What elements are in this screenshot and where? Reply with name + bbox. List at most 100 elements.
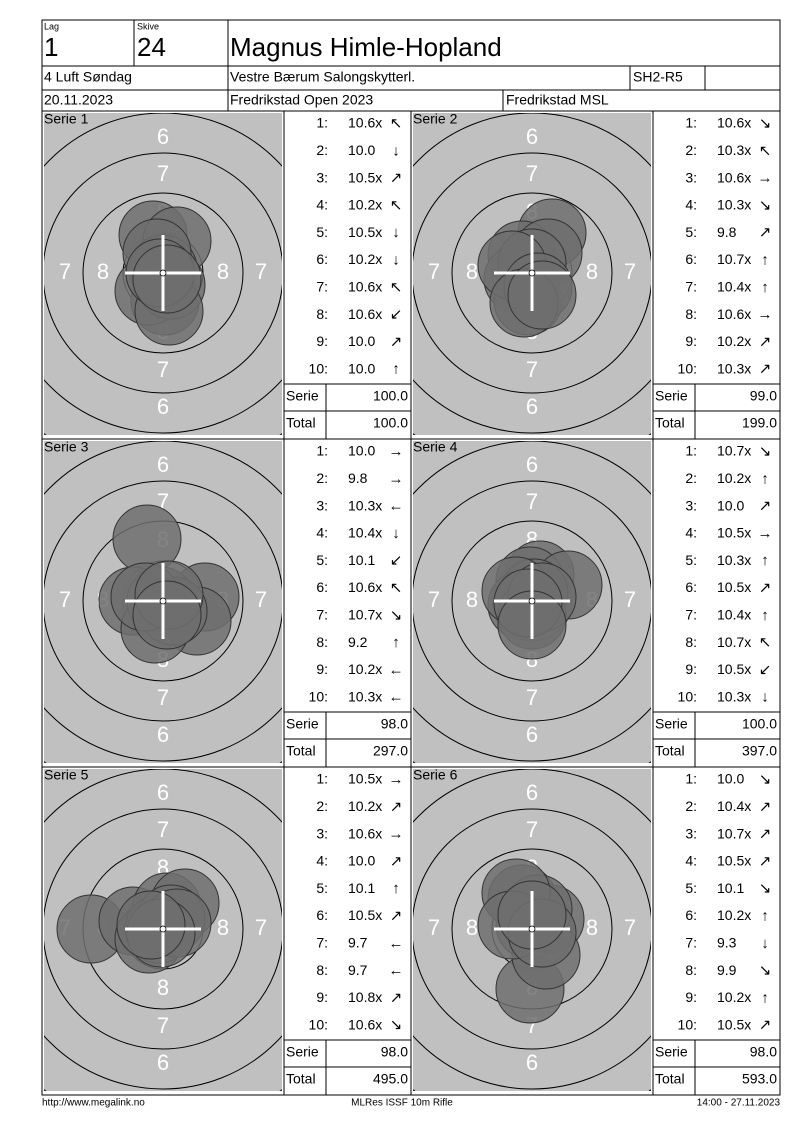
- total-label: Total: [655, 1071, 685, 1087]
- shot-score: 10.2x: [348, 251, 382, 267]
- shot-score: 10.6x: [717, 115, 751, 131]
- event: 4 Luft Søndag: [44, 69, 132, 85]
- shot-direction: ↓: [761, 935, 769, 952]
- shot-score: 9.8: [348, 470, 368, 486]
- ring-label: 7: [157, 817, 169, 842]
- shot-direction: ←: [389, 498, 404, 515]
- serie-label: Serie: [655, 716, 688, 732]
- shot-number: 1:: [316, 443, 328, 459]
- shot-direction: →: [758, 170, 773, 187]
- series-block: 6677778888Serie 61:10.0↘2:10.4x↗3:10.7x↗…: [410, 766, 781, 1096]
- shot-score: 10.5x: [348, 771, 382, 787]
- shot-number: 1:: [685, 771, 697, 787]
- shot-score: 10.5x: [348, 169, 382, 185]
- shot-number: 7:: [316, 935, 328, 951]
- ring: [44, 808, 282, 1050]
- shot-direction: ↘: [759, 880, 772, 897]
- ring-label: 6: [526, 124, 538, 149]
- shot-direction: ↓: [392, 525, 400, 542]
- total-score: 297.0: [373, 743, 408, 759]
- shot-direction: ↗: [759, 1017, 772, 1034]
- ring-label: 8: [157, 975, 169, 1000]
- shot-score: 10.4x: [717, 798, 751, 814]
- ring: [451, 192, 613, 354]
- shot-direction: ↗: [390, 907, 403, 924]
- ring-label: 6: [157, 452, 169, 477]
- shot-score: 10.3x: [717, 197, 751, 213]
- shot-direction: ↗: [390, 170, 403, 187]
- ring: [82, 192, 244, 354]
- shot-score: 10.6x: [348, 306, 382, 322]
- shot-number: 3:: [316, 825, 328, 841]
- shot-number: 8:: [685, 634, 697, 650]
- total-label: Total: [286, 1071, 316, 1087]
- shot-number: 5:: [316, 224, 328, 240]
- shot-number: 3:: [316, 169, 328, 185]
- ring-label: 7: [526, 685, 538, 710]
- shot-score: 10.4x: [717, 279, 751, 295]
- shot-number: 4:: [685, 197, 697, 213]
- center-dot: [528, 925, 536, 933]
- ring-label: 7: [59, 259, 71, 284]
- shot-number: 10:: [678, 1016, 697, 1032]
- shot-score: 10.6x: [348, 825, 382, 841]
- shot-number: 5:: [685, 224, 697, 240]
- shot-score: 10.0: [348, 443, 375, 459]
- shot-score: 10.3x: [717, 552, 751, 568]
- ring-label: 7: [624, 587, 636, 612]
- shot-number: 9:: [316, 989, 328, 1005]
- series-label: Serie 2: [413, 111, 458, 127]
- serie-label: Serie: [655, 388, 688, 404]
- footer-left: http://www.megalink.no: [42, 1098, 145, 1109]
- shot-number: 8:: [316, 962, 328, 978]
- shot-number: 6:: [316, 251, 328, 267]
- shot-direction: →: [389, 443, 404, 460]
- ring: [413, 769, 651, 1090]
- serie-label: Serie: [286, 388, 319, 404]
- shot-direction: ↘: [390, 1017, 403, 1034]
- shot-score: 10.5x: [348, 224, 382, 240]
- shot-direction: ↓: [392, 251, 400, 268]
- shot-number: 7:: [685, 279, 697, 295]
- target: 6677778888: [413, 441, 651, 763]
- ring-label: 6: [157, 722, 169, 747]
- shot-direction: ↑: [392, 634, 400, 651]
- club: Vestre Bærum Salongskytterl.: [230, 69, 415, 85]
- ring: [413, 808, 651, 1050]
- organizer: Fredrikstad MSL: [506, 92, 609, 108]
- shot-direction: ↘: [759, 771, 772, 788]
- shot-number: 6:: [316, 907, 328, 923]
- shot-direction: ↑: [761, 989, 769, 1006]
- shot-score: 10.5x: [717, 525, 751, 541]
- class: SH2-R5: [633, 69, 683, 85]
- ring-label: 7: [157, 1013, 169, 1038]
- shot-number: 2:: [685, 798, 697, 814]
- shot-score: 10.2x: [717, 470, 751, 486]
- shot-direction: →: [389, 826, 404, 843]
- shot-score: 10.0: [348, 360, 375, 376]
- shot-direction: ↓: [392, 142, 400, 159]
- ring-label: 8: [97, 259, 109, 284]
- shot-direction: ↖: [390, 115, 403, 132]
- shot-hole: [507, 260, 577, 330]
- ring-label: 6: [157, 1050, 169, 1075]
- serie-label: Serie: [286, 716, 319, 732]
- shot-number: 9:: [685, 661, 697, 677]
- ring-label: 7: [526, 817, 538, 842]
- total-score: 593.0: [742, 1071, 777, 1087]
- shot-score: 9.7: [348, 962, 368, 978]
- series-block: 6677778888Serie 11:10.6x↖2:10.0↓3:10.5x↗…: [41, 110, 412, 440]
- shot-direction: ←: [389, 689, 404, 706]
- shot-number: 4:: [685, 853, 697, 869]
- series-block: 6677778888Serie 41:10.7x↘2:10.2x↑3:10.0↗…: [410, 438, 781, 768]
- ring-label: 7: [428, 587, 440, 612]
- ring-label: 6: [157, 780, 169, 805]
- shot-direction: ↑: [761, 251, 769, 268]
- shot-direction: →: [758, 525, 773, 542]
- shot-direction: ↖: [759, 142, 772, 159]
- ring: [44, 441, 282, 762]
- serie-score: 99.0: [750, 388, 777, 404]
- shot-score: 10.6x: [348, 279, 382, 295]
- shot-direction: ←: [389, 935, 404, 952]
